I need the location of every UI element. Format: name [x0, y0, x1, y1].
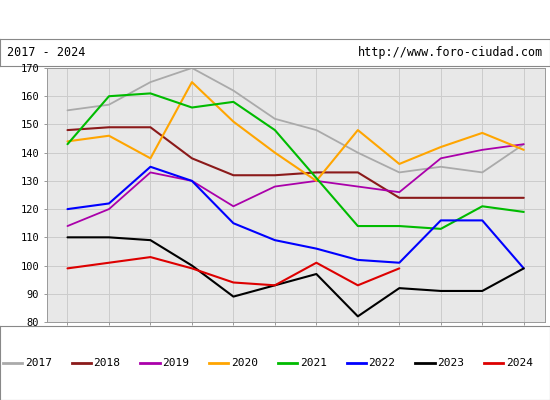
Text: http://www.foro-ciudad.com: http://www.foro-ciudad.com — [358, 46, 543, 59]
Text: 2017: 2017 — [25, 358, 52, 368]
Text: 2021: 2021 — [300, 358, 327, 368]
Text: 2022: 2022 — [368, 358, 395, 368]
Text: 2023: 2023 — [437, 358, 464, 368]
Text: 2018: 2018 — [94, 358, 120, 368]
Text: 2017 - 2024: 2017 - 2024 — [7, 46, 85, 59]
Text: 2019: 2019 — [162, 358, 189, 368]
Text: 2020: 2020 — [231, 358, 258, 368]
Text: Evolucion del paro registrado en Riópar: Evolucion del paro registrado en Riópar — [112, 12, 438, 26]
Text: 2024: 2024 — [506, 358, 533, 368]
